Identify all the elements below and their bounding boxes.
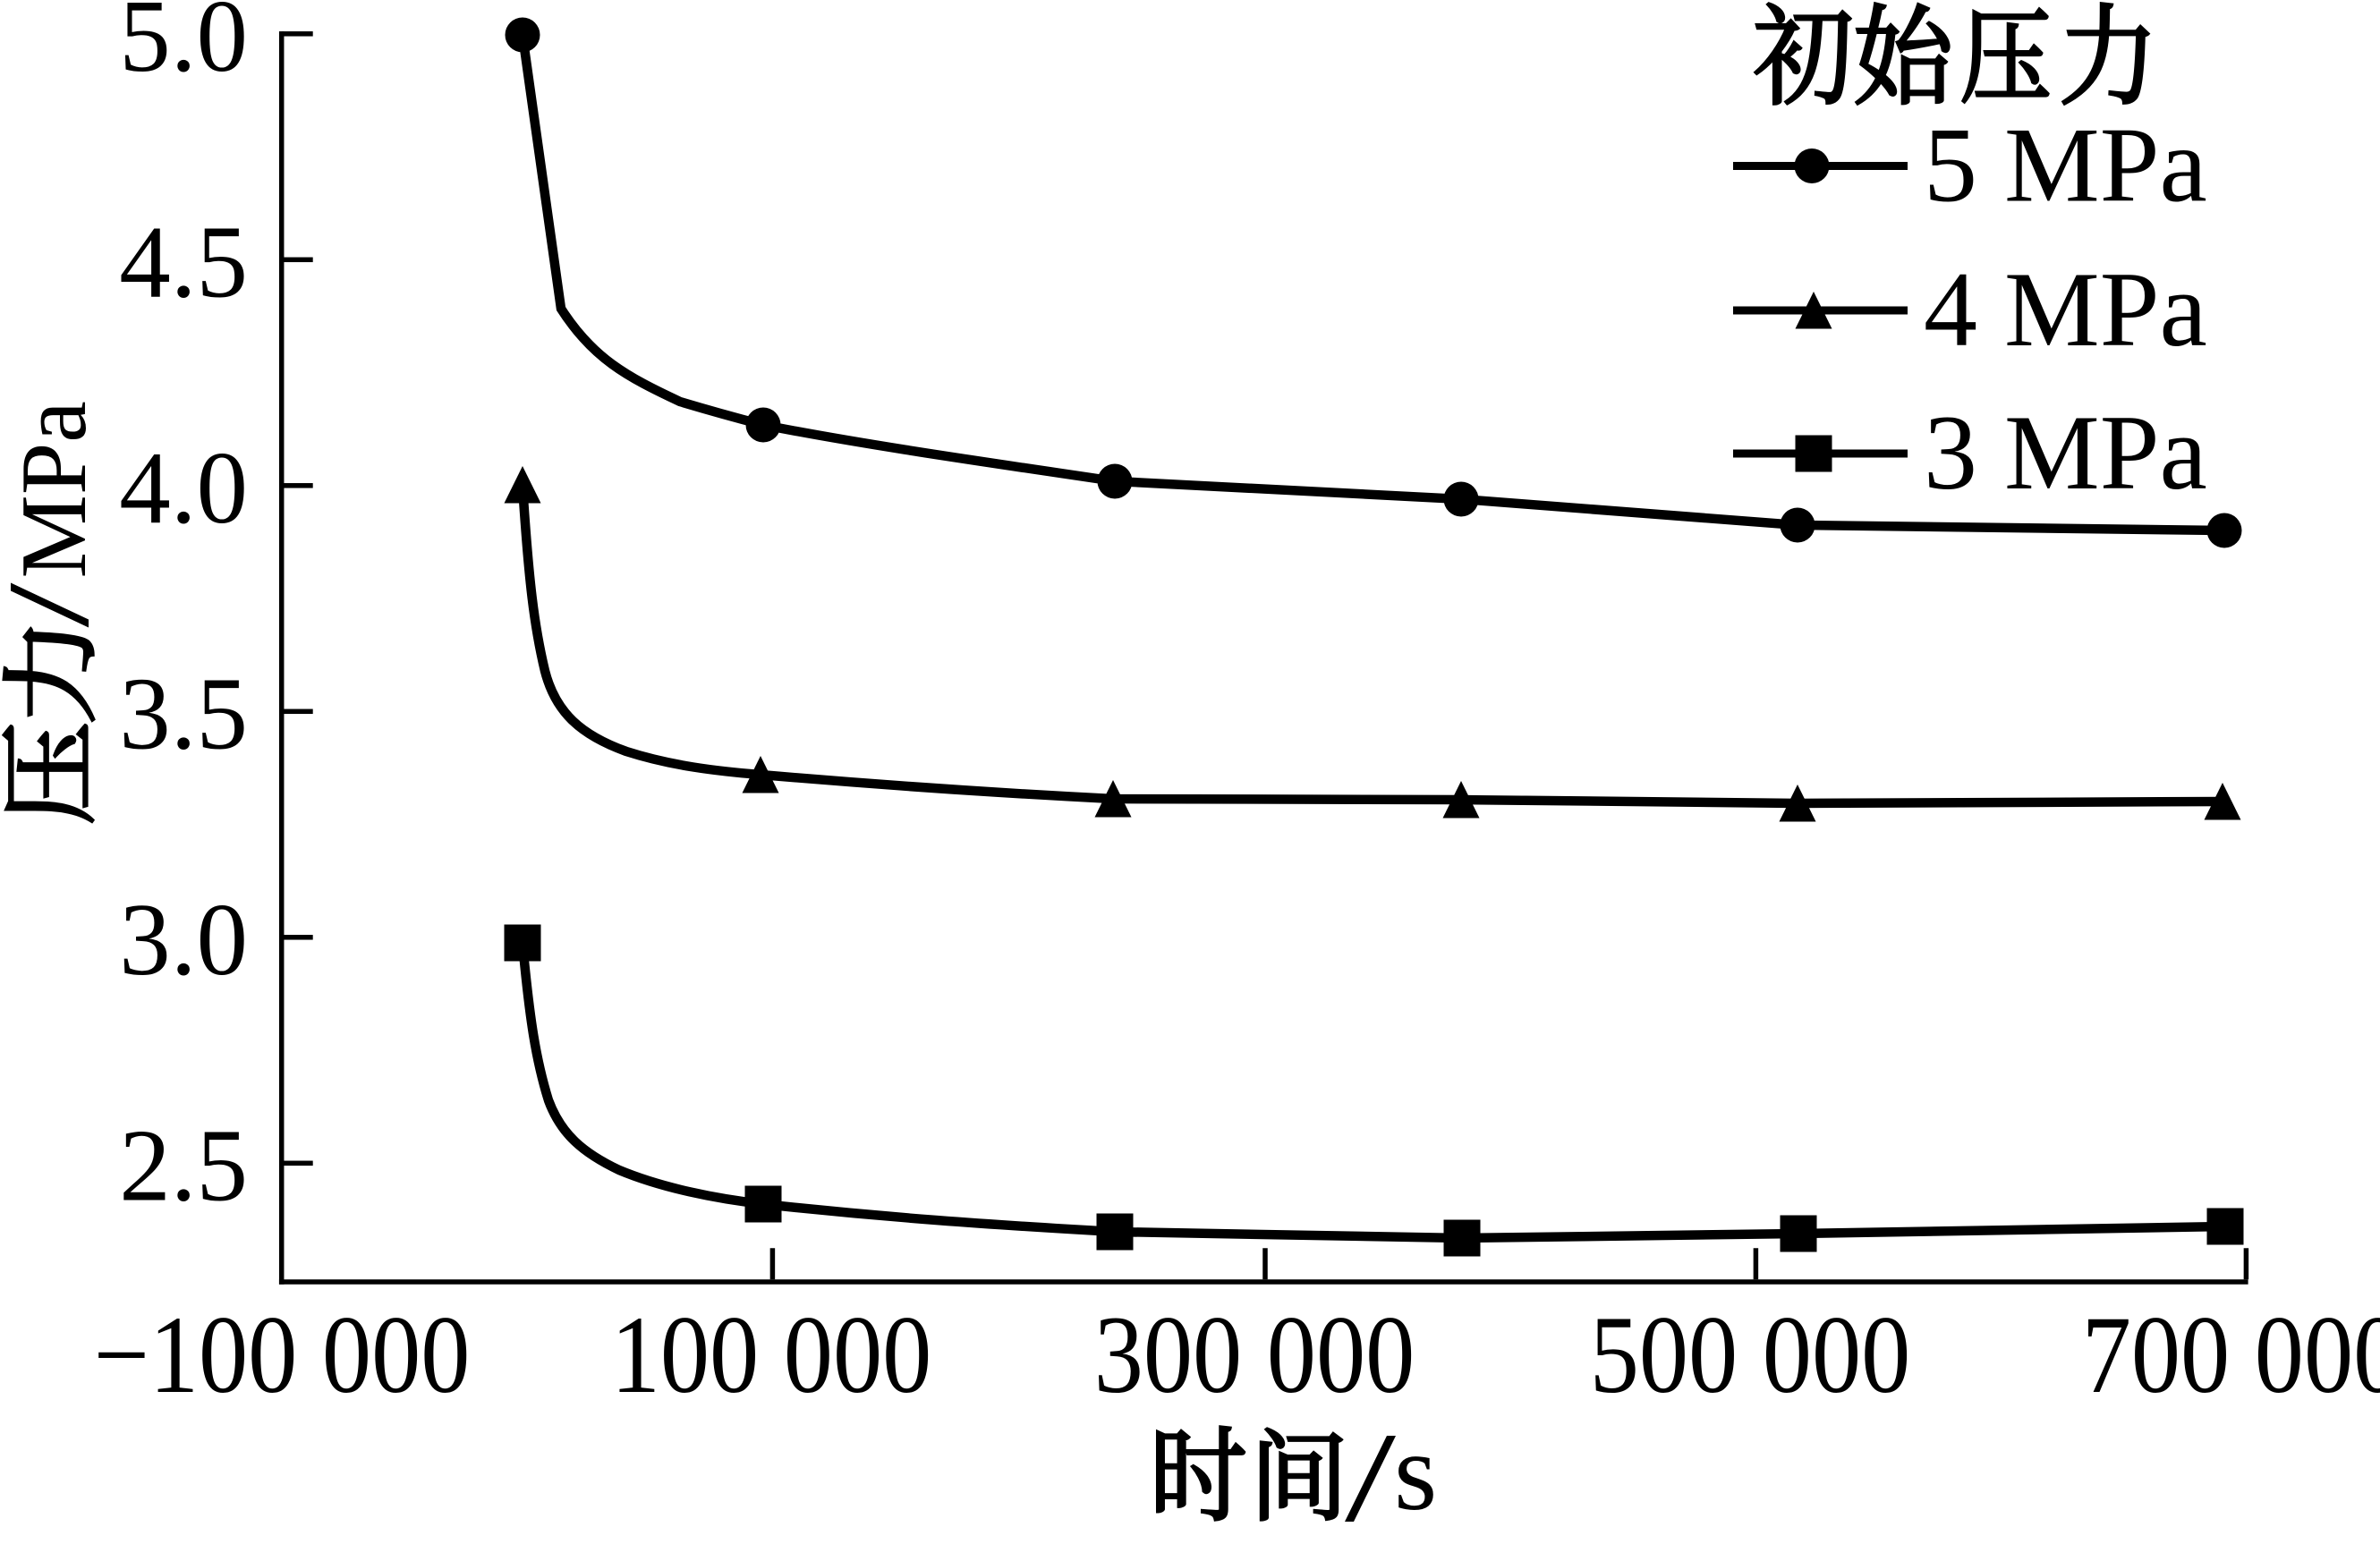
svg-text:s: s	[1394, 1411, 1437, 1533]
svg-text:4 MPa: 4 MPa	[1924, 250, 2207, 369]
svg-text:3.5: 3.5	[119, 657, 248, 770]
svg-text:4.5: 4.5	[119, 205, 248, 318]
svg-text:100 000: 100 000	[611, 1294, 932, 1416]
svg-text:500 000: 500 000	[1590, 1294, 1911, 1416]
svg-text:2.5: 2.5	[119, 1108, 248, 1222]
svg-text:4.0: 4.0	[119, 431, 248, 545]
svg-text:3.0: 3.0	[119, 883, 248, 997]
svg-text:700 000: 700 000	[2082, 1294, 2380, 1416]
svg-text:5.0: 5.0	[119, 0, 248, 93]
svg-text:MPa: MPa	[1, 401, 106, 578]
svg-text:5 MPa: 5 MPa	[1924, 106, 2207, 225]
svg-text:−100 000: −100 000	[94, 1294, 471, 1416]
svg-text:3 MPa: 3 MPa	[1924, 393, 2207, 512]
svg-text:300 000: 300 000	[1094, 1294, 1415, 1416]
